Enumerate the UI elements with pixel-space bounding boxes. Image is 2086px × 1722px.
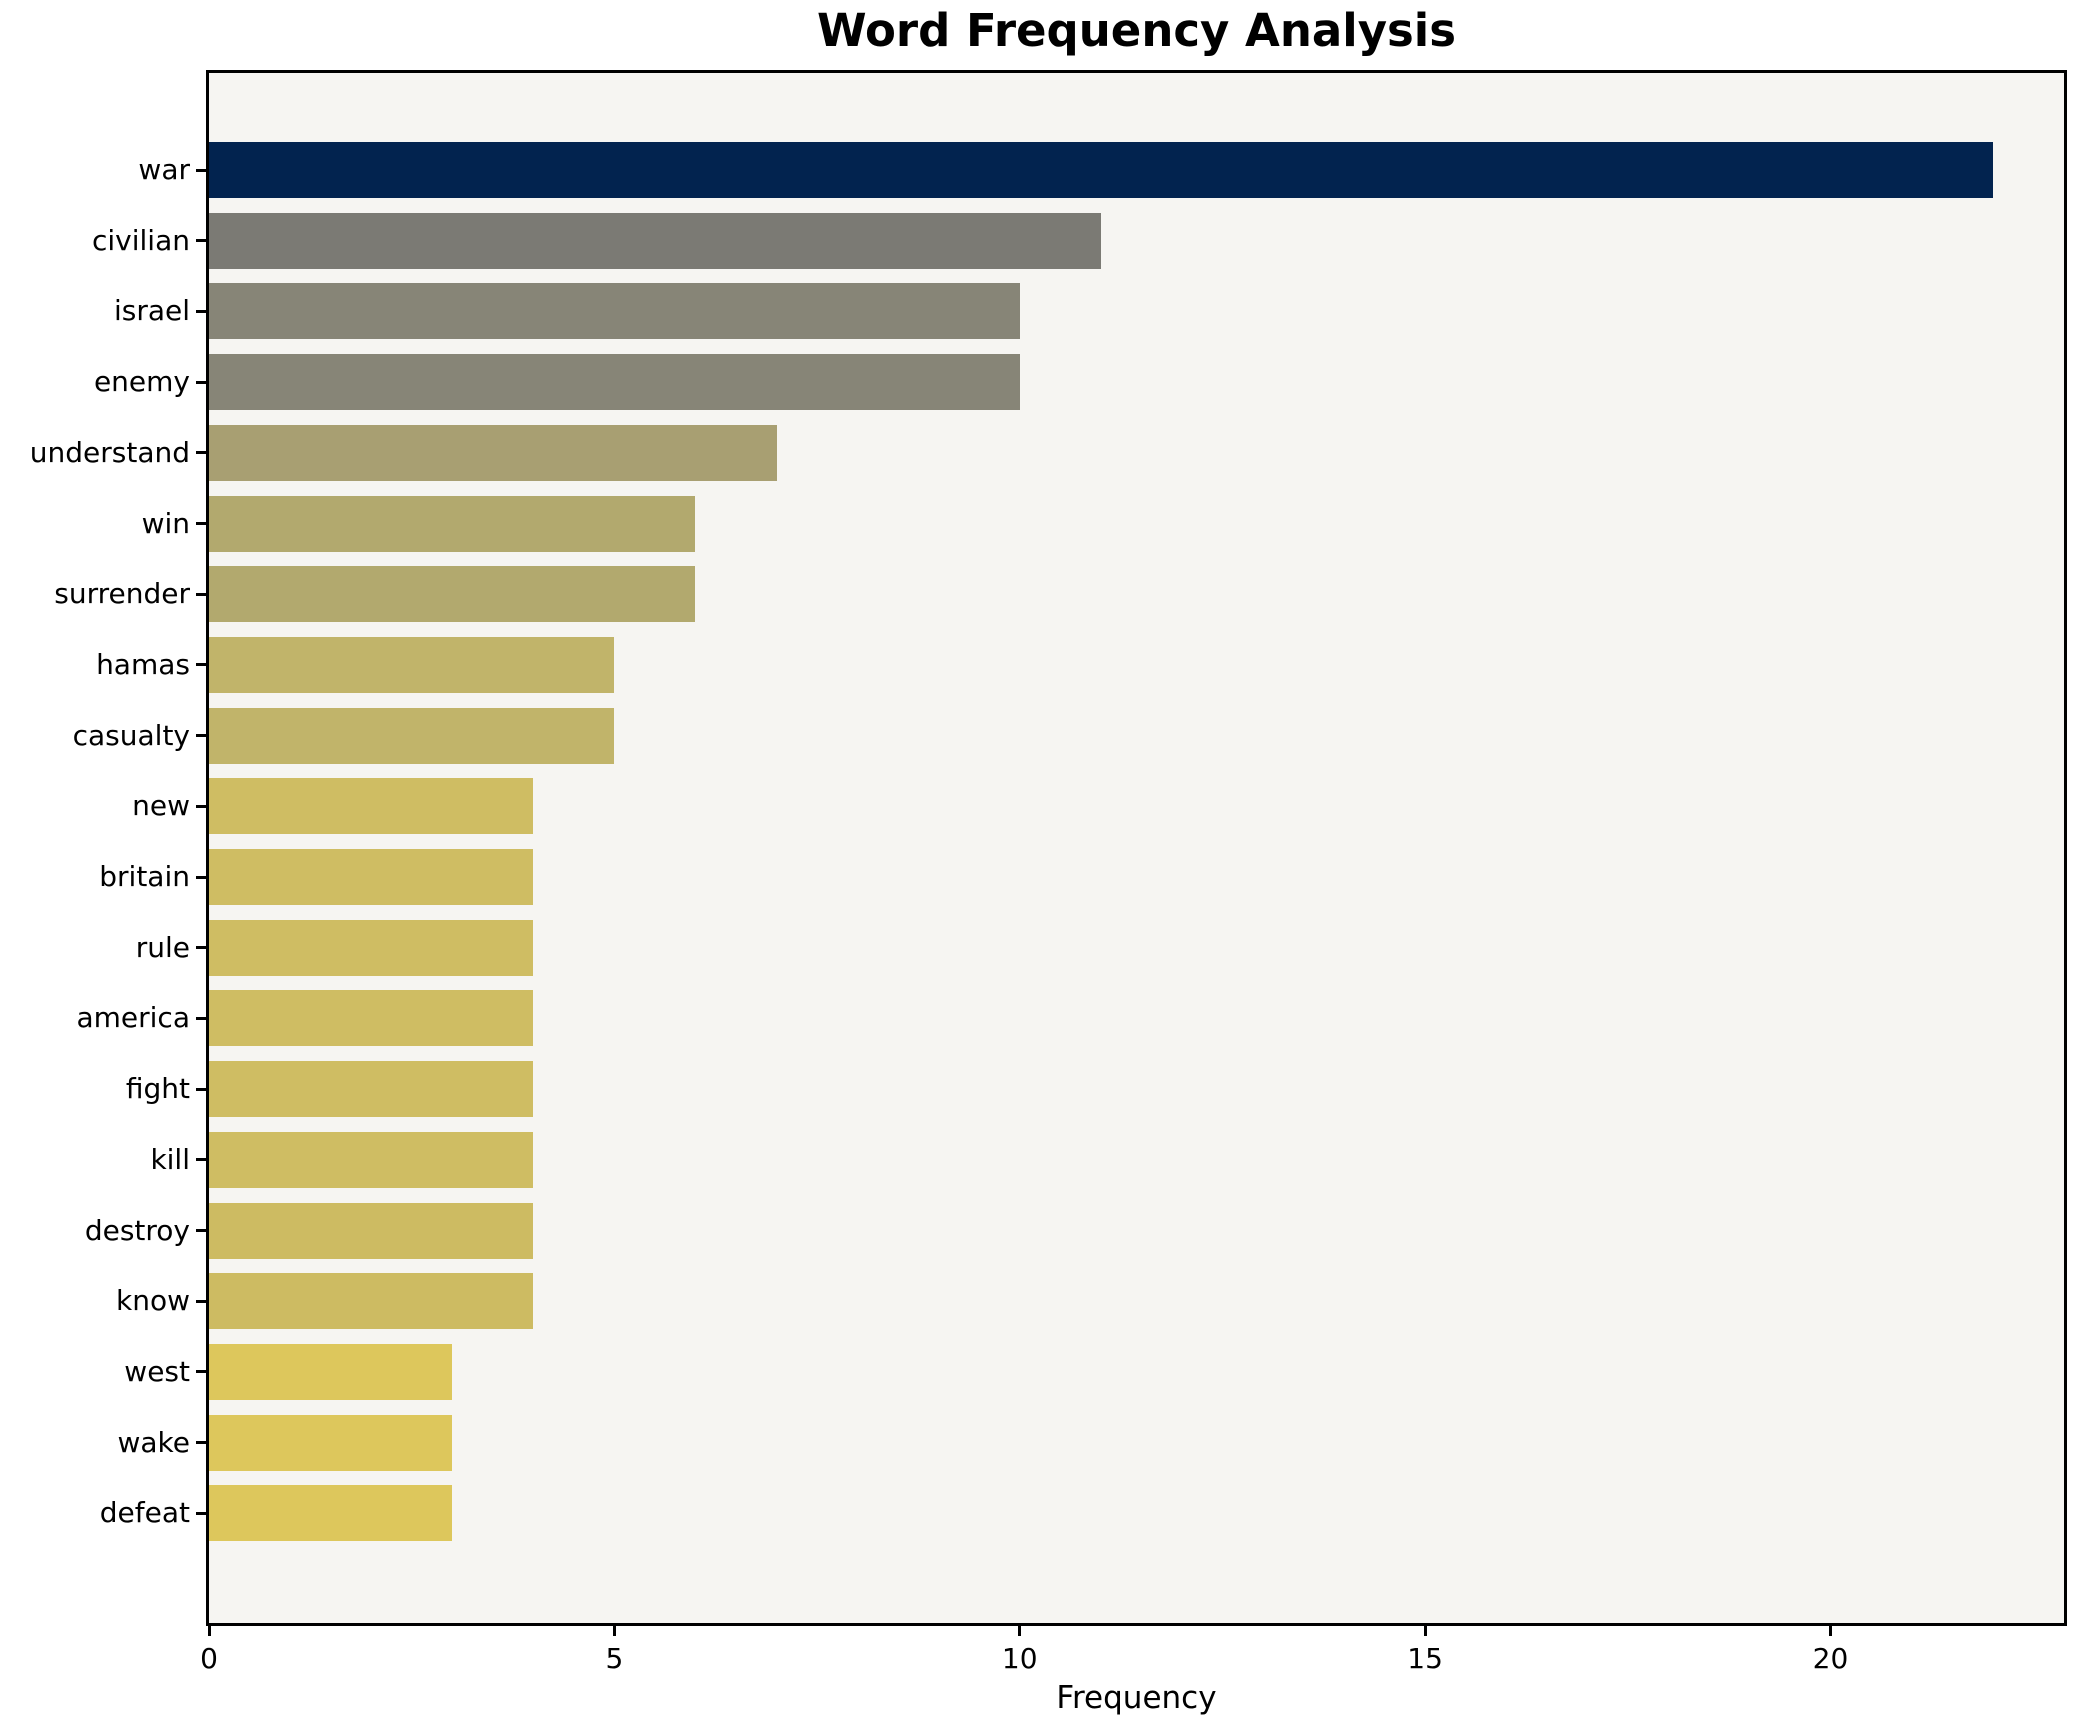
y-tick-label-israel: israel [113, 294, 190, 328]
y-tick-mark [196, 1299, 206, 1303]
y-tick-label-casualty: casualty [72, 718, 190, 752]
y-tick-label-wake: wake [117, 1425, 190, 1459]
y-tick-mark [196, 1370, 206, 1374]
x-tick-mark [612, 1626, 616, 1636]
bar-surrender [209, 566, 696, 623]
y-tick-mark [196, 592, 206, 596]
x-tick-mark [207, 1626, 211, 1636]
y-tick-label-know: know [116, 1284, 190, 1318]
y-tick-mark [196, 522, 206, 525]
y-tick-mark [196, 804, 206, 808]
y-tick-label-surrender: surrender [54, 577, 190, 611]
bar-win [209, 495, 696, 552]
y-tick-mark [196, 663, 206, 667]
y-tick-label-enemy: enemy [93, 365, 190, 399]
x-tick-label-15: 15 [1407, 1642, 1443, 1675]
y-tick-label-west: west [124, 1354, 190, 1388]
x-tick-mark [1829, 1626, 1832, 1636]
y-tick-label-britain: britain [99, 860, 190, 893]
bar-know [209, 1273, 534, 1330]
bar-defeat [209, 1485, 453, 1542]
y-tick-label-civilian: civilian [92, 223, 190, 257]
y-tick-mark [196, 380, 206, 384]
y-tick-label-understand: understand [29, 435, 190, 469]
y-tick-mark [196, 1016, 206, 1020]
y-tick-mark [196, 1087, 206, 1091]
bar-understand [209, 424, 777, 481]
y-tick-mark [196, 1158, 206, 1162]
bar-kill [209, 1131, 534, 1188]
y-tick-mark [196, 1441, 206, 1445]
bar-israel [209, 283, 1020, 340]
bar-wake [209, 1414, 453, 1471]
y-tick-label-win: win [141, 506, 190, 540]
y-tick-mark [196, 168, 206, 172]
y-tick-label-rule: rule [135, 930, 190, 964]
y-tick-mark [196, 451, 206, 455]
x-tick-label-10: 10 [1001, 1642, 1038, 1675]
x-tick-mark [1018, 1626, 1022, 1636]
y-tick-mark [196, 734, 206, 738]
bar-civilian [209, 212, 1101, 269]
y-tick-mark [196, 1511, 206, 1515]
y-tick-label-kill: kill [150, 1142, 190, 1176]
y-tick-label-destroy: destroy [84, 1213, 190, 1247]
y-tick-label-new: new [132, 789, 190, 823]
bar-fight [209, 1061, 534, 1118]
bar-casualty [209, 707, 615, 764]
plot-area [206, 70, 2067, 1626]
bar-destroy [209, 1202, 534, 1259]
y-tick-mark [196, 875, 206, 879]
x-tick-label-20: 20 [1812, 1642, 1849, 1675]
bar-new [209, 778, 534, 835]
bar-war [209, 142, 1993, 198]
x-axis-label: Frequency [1056, 1680, 1217, 1716]
x-tick-mark [1423, 1626, 1427, 1636]
y-tick-label-defeat: defeat [99, 1496, 190, 1530]
bar-rule [209, 919, 534, 976]
y-tick-mark [196, 239, 206, 243]
bar-west [209, 1343, 453, 1400]
y-tick-label-fight: fight [125, 1072, 190, 1106]
bar-britain [209, 849, 534, 905]
bar-enemy [209, 354, 1020, 411]
y-tick-label-war: war [138, 153, 190, 186]
y-tick-label-hamas: hamas [96, 647, 190, 681]
bar-america [209, 990, 534, 1047]
x-tick-label-0: 0 [200, 1642, 218, 1675]
y-tick-label-america: america [76, 1001, 190, 1035]
x-tick-label-5: 5 [605, 1642, 624, 1675]
y-tick-mark [196, 309, 206, 313]
bar-hamas [209, 636, 615, 693]
chart-title: Word Frequency Analysis [816, 4, 1457, 57]
y-tick-mark [196, 1229, 206, 1232]
y-tick-mark [196, 946, 206, 950]
